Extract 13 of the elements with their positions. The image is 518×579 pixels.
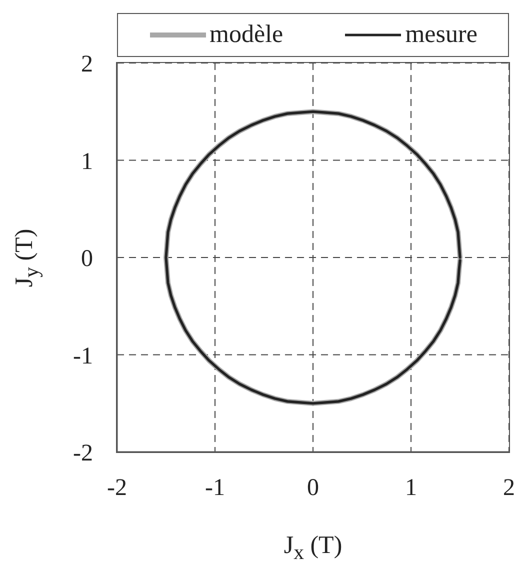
x-tick-label: -1 (205, 475, 225, 502)
y-tick-label: 0 (81, 246, 93, 272)
legend-label: mesure (405, 21, 478, 49)
y-tick-label: -1 (73, 343, 93, 370)
x-tick-label: 0 (307, 475, 319, 502)
x-tick-label: 2 (503, 475, 515, 502)
y-tick-label: 2 (81, 52, 93, 78)
x-tick-label: 1 (405, 475, 417, 502)
y-tick-label: -2 (73, 440, 93, 467)
x-axis-title: J$_{x}$ (T) (282, 532, 344, 565)
legend-label: modèle (210, 21, 284, 49)
x-tick-label: -2 (107, 475, 127, 502)
y-tick-label: 1 (81, 148, 93, 175)
